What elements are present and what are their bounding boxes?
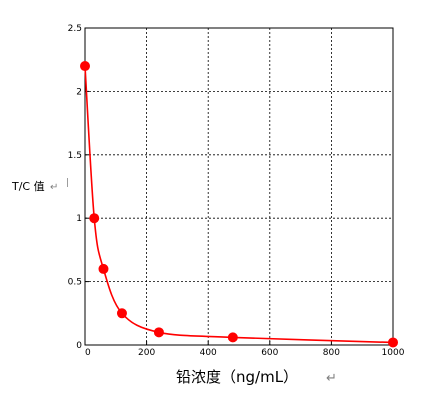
x-tick-label-1: 200 xyxy=(138,348,155,358)
plot-frame xyxy=(84,27,394,346)
data-points xyxy=(80,61,398,348)
x-tick-label-3: 600 xyxy=(261,348,278,358)
data-point-0-4 xyxy=(153,327,164,338)
data-point-0-2 xyxy=(98,263,109,274)
x-axis-label-mark: ↵ xyxy=(326,371,337,386)
x-tick-label-0: 0 xyxy=(85,348,91,358)
y-tick-label-4: 2 xyxy=(76,87,82,97)
x-axis-label: 铅浓度（ng/mL） xyxy=(176,368,298,386)
x-tick-label-4: 800 xyxy=(323,348,340,358)
y-axis-label: T/C 值 xyxy=(11,180,45,193)
fit-curve xyxy=(84,65,394,344)
axes xyxy=(84,27,394,346)
y-tick-label-5: 2.5 xyxy=(68,24,82,34)
data-point-0-1 xyxy=(89,213,100,224)
tick-labels: 0 200 400 600 800 1000 0 0.5 1 1.5 2 2.5 xyxy=(68,24,405,358)
data-point-0-6 xyxy=(388,337,398,348)
y-axis-label-mark: ↵ xyxy=(50,182,58,193)
data-point-0-0 xyxy=(80,61,90,72)
gridlines xyxy=(85,28,393,345)
x-tick-label-5: 1000 xyxy=(382,348,405,358)
y-tick-label-1: 0.5 xyxy=(68,278,82,288)
y-tick-label-2: 1 xyxy=(76,214,82,224)
y-axis-label-mark-2: | xyxy=(66,178,69,188)
y-tick-label-3: 1.5 xyxy=(68,151,82,161)
data-point-0-3 xyxy=(116,308,127,319)
x-tick-label-2: 400 xyxy=(200,348,217,358)
y-tick-label-0: 0 xyxy=(76,341,82,351)
data-point-0-5 xyxy=(227,332,238,343)
